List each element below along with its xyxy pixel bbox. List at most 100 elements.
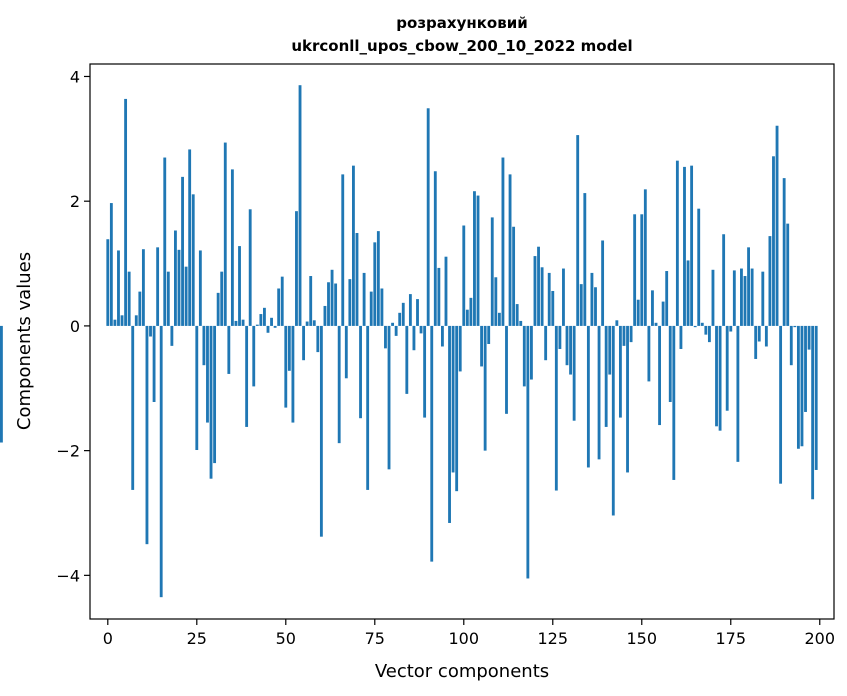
bar bbox=[718, 325, 722, 431]
bar bbox=[238, 246, 241, 326]
bar bbox=[611, 325, 615, 516]
bar bbox=[106, 239, 110, 326]
bar bbox=[487, 325, 491, 344]
bar bbox=[519, 320, 523, 326]
x-axis-ticks: 0 25 50 75 100 125 150 175 200 bbox=[103, 619, 835, 648]
bar bbox=[120, 315, 124, 326]
bar bbox=[117, 250, 120, 326]
bar bbox=[159, 325, 163, 598]
bar bbox=[166, 271, 170, 326]
bar bbox=[113, 319, 117, 326]
bar bbox=[597, 325, 601, 460]
bar bbox=[394, 325, 398, 336]
bar bbox=[811, 325, 815, 500]
bar bbox=[643, 189, 647, 326]
bar bbox=[654, 322, 658, 326]
bar bbox=[131, 325, 135, 490]
y-tick-label: 0 bbox=[70, 317, 80, 336]
bar bbox=[743, 276, 747, 326]
bar bbox=[359, 325, 362, 419]
bar bbox=[722, 234, 726, 326]
bar bbox=[601, 240, 605, 326]
bar bbox=[323, 305, 327, 326]
bar bbox=[440, 325, 444, 347]
bar bbox=[309, 276, 313, 326]
bar bbox=[686, 260, 690, 326]
chart-subtitle: ukrconll_upos_cbow_200_10_2022 model bbox=[291, 37, 632, 55]
bar bbox=[665, 271, 669, 326]
bar bbox=[312, 320, 316, 326]
bar bbox=[515, 304, 519, 326]
bar bbox=[732, 270, 736, 326]
bar bbox=[501, 157, 505, 326]
bar bbox=[384, 325, 387, 349]
bar bbox=[700, 322, 704, 326]
bar bbox=[316, 325, 320, 353]
bar bbox=[629, 325, 633, 343]
bar bbox=[704, 325, 708, 335]
bar bbox=[444, 256, 448, 326]
x-tick-label: 50 bbox=[276, 629, 296, 648]
bar bbox=[109, 203, 113, 326]
bar bbox=[124, 98, 128, 326]
bar bbox=[522, 325, 526, 387]
bar bbox=[227, 325, 231, 374]
bar bbox=[213, 325, 217, 464]
bar bbox=[779, 325, 783, 484]
bar bbox=[640, 214, 644, 326]
bar bbox=[295, 211, 298, 326]
bar bbox=[615, 320, 619, 326]
bar bbox=[401, 302, 405, 326]
bar bbox=[693, 325, 697, 328]
bar bbox=[775, 125, 779, 326]
bar bbox=[380, 288, 384, 326]
bar bbox=[141, 249, 145, 326]
bar bbox=[0, 325, 3, 443]
bar bbox=[188, 149, 192, 326]
bar bbox=[416, 299, 419, 326]
bar bbox=[291, 325, 295, 423]
bar bbox=[330, 269, 334, 326]
bar bbox=[419, 325, 423, 334]
bar bbox=[508, 174, 512, 326]
bar bbox=[327, 282, 330, 326]
bar bbox=[426, 108, 430, 326]
bar bbox=[448, 325, 451, 523]
bar bbox=[344, 325, 348, 379]
bar bbox=[334, 283, 338, 326]
bar bbox=[551, 290, 555, 326]
bar bbox=[451, 325, 455, 473]
bar bbox=[373, 242, 377, 326]
bar bbox=[305, 321, 309, 326]
bar bbox=[455, 325, 459, 492]
bar bbox=[352, 165, 355, 326]
y-axis-ticks: −4 −2 0 2 4 bbox=[56, 67, 90, 585]
bar bbox=[626, 325, 629, 473]
bar bbox=[604, 325, 608, 427]
bar bbox=[369, 291, 373, 326]
bar bbox=[661, 301, 665, 326]
bar bbox=[736, 325, 740, 462]
bar bbox=[747, 247, 750, 326]
bar bbox=[273, 325, 277, 328]
bar bbox=[558, 325, 562, 349]
bar bbox=[191, 194, 195, 326]
bar bbox=[259, 314, 263, 326]
bar bbox=[572, 325, 576, 421]
bar bbox=[263, 307, 266, 326]
bar bbox=[768, 236, 772, 326]
x-tick-label: 150 bbox=[626, 629, 657, 648]
bar bbox=[807, 325, 811, 350]
bar bbox=[761, 271, 765, 326]
bar bbox=[248, 209, 252, 326]
bar bbox=[252, 325, 256, 387]
bar bbox=[772, 156, 775, 326]
bar bbox=[355, 232, 359, 326]
bar bbox=[223, 142, 227, 326]
bar bbox=[387, 325, 391, 470]
bar bbox=[202, 325, 206, 366]
bar bbox=[608, 325, 612, 375]
bar bbox=[462, 225, 466, 326]
bar bbox=[547, 272, 551, 326]
bar bbox=[177, 249, 181, 326]
